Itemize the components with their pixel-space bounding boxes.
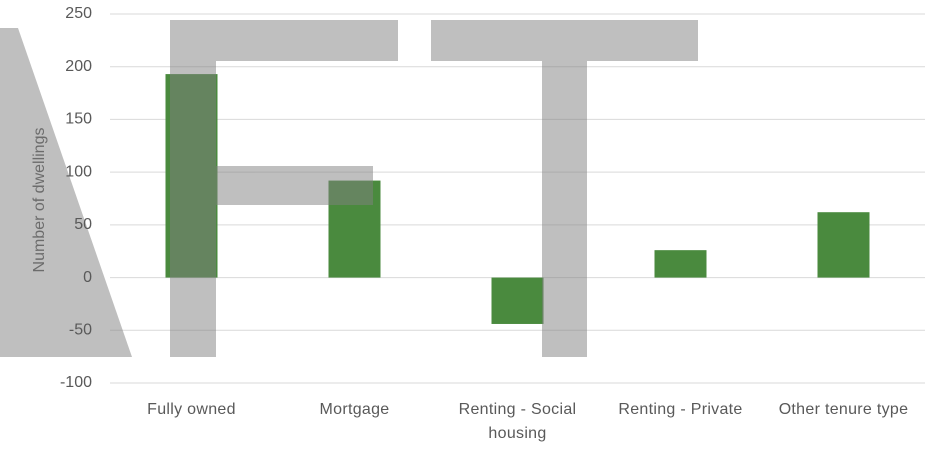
bar [818,212,870,277]
chart-container: Number of dwellings -100-500501001502002… [0,0,933,450]
x-tick-label: Mortgage [280,398,430,422]
watermark-shape [0,28,132,357]
x-tick-label: Renting - Social housing [443,398,593,446]
bar [655,250,707,277]
y-tick-label: 250 [65,5,92,22]
x-tick-label: Other tenure type [769,398,919,422]
watermark [0,20,698,357]
y-tick-label: 100 [65,163,92,180]
y-tick-label: 0 [83,269,92,286]
watermark-shape [431,20,698,61]
x-tick-label: Fully owned [117,398,267,422]
bar [492,278,544,324]
watermark-shape [542,61,587,357]
watermark-shape [216,166,373,205]
watermark-shape [216,20,398,61]
x-tick-label: Renting - Private [606,398,756,422]
chart: Number of dwellings -100-500501001502002… [0,0,933,450]
y-tick-label: 50 [74,216,92,233]
watermark-shape [170,20,216,357]
y-tick-label: -50 [69,322,92,339]
y-tick-label: 200 [65,58,92,75]
y-tick-label: 150 [65,111,92,128]
y-tick-label: -100 [60,374,92,391]
